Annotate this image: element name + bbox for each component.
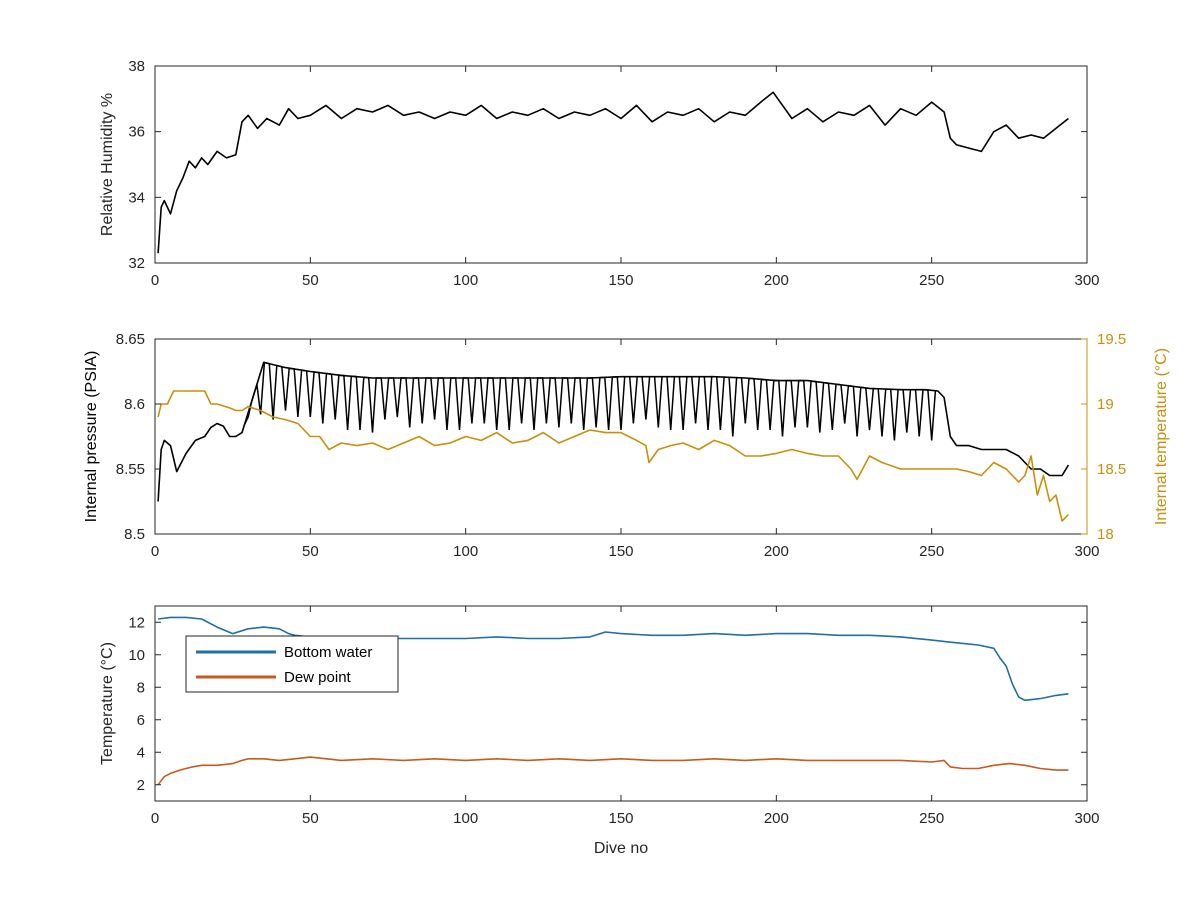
x-tick-label: 300 <box>1074 810 1099 827</box>
x-tick-label: 100 <box>453 543 478 560</box>
y-right-tick-label: 18 <box>1097 526 1114 543</box>
y-right-tick-label: 19 <box>1097 396 1114 413</box>
y-right-tick-label: 19.5 <box>1097 331 1126 348</box>
x-tick-label: 150 <box>608 543 633 560</box>
legend-box <box>185 635 399 693</box>
x-tick-label: 50 <box>302 810 319 827</box>
x-tick-label: 250 <box>919 272 944 289</box>
y-right-axis-label: Internal temperature (°C) <box>1153 348 1170 525</box>
x-tick-label: 0 <box>151 272 159 289</box>
x-tick-label: 0 <box>151 810 159 827</box>
y-tick-label: 36 <box>128 124 145 141</box>
series-line-2 <box>157 390 1069 522</box>
humidity-chart: 0 50 100 150 200 250 300 32 34 36 38 Relative Humid… <box>99 58 1100 289</box>
x-tick-label: 250 <box>919 810 944 827</box>
y-tick-label: 6 <box>137 712 145 729</box>
x-tick-label: 200 <box>764 543 789 560</box>
series-line-0 <box>157 616 1069 702</box>
x-tick-label: 200 <box>764 810 789 827</box>
x-tick-label: 200 <box>764 272 789 289</box>
y-tick-label: 10 <box>128 647 145 664</box>
x-axis-label: Dive no <box>594 840 648 857</box>
y-tick-label: 4 <box>137 744 145 761</box>
pressure-temperature-chart: 0 50 100 150 200 250 300 8.5 8.55 8.6 8.65 18 18.5 19… <box>83 331 1170 560</box>
x-tick-label: 50 <box>302 543 319 560</box>
y-tick-label: 38 <box>128 58 145 75</box>
series-line-0 <box>157 91 1069 254</box>
x-tick-label: 0 <box>151 543 159 560</box>
series-line-dips <box>243 361 937 441</box>
x-tick-label: 300 <box>1074 543 1099 560</box>
x-tick-label: 300 <box>1074 272 1099 289</box>
y-tick-label: 8.6 <box>124 396 145 413</box>
y-tick-label: 34 <box>128 189 145 206</box>
y-axis-label: Internal pressure (PSIA) <box>83 351 100 523</box>
legend-entry: Dew point <box>284 669 352 686</box>
y-tick-label: 12 <box>128 614 145 631</box>
x-tick-label: 100 <box>453 810 478 827</box>
y-tick-label: 2 <box>137 777 145 794</box>
temperature-chart: 0 50 100 150 200 250 300 2 4 6 8 10 12 Temperature (°… <box>99 605 1100 857</box>
x-tick-label: 150 <box>608 810 633 827</box>
legend: Bottom water Dew point <box>185 635 399 693</box>
series-line-1 <box>157 756 1069 786</box>
y-tick-label: 32 <box>128 255 145 272</box>
x-tick-label: 150 <box>608 272 633 289</box>
legend-entry: Bottom water <box>284 644 372 661</box>
y-tick-label: 8 <box>137 679 145 696</box>
y-axis-label: Relative Humidity % <box>99 93 116 236</box>
x-tick-label: 50 <box>302 272 319 289</box>
y-tick-label: 8.65 <box>116 331 145 348</box>
y-tick-label: 8.55 <box>116 461 145 478</box>
y-right-tick-label: 18.5 <box>1097 461 1126 478</box>
y-axis-label: Temperature (°C) <box>99 642 116 765</box>
y-tick-label: 8.5 <box>124 526 145 543</box>
x-tick-label: 250 <box>919 543 944 560</box>
x-tick-label: 100 <box>453 272 478 289</box>
